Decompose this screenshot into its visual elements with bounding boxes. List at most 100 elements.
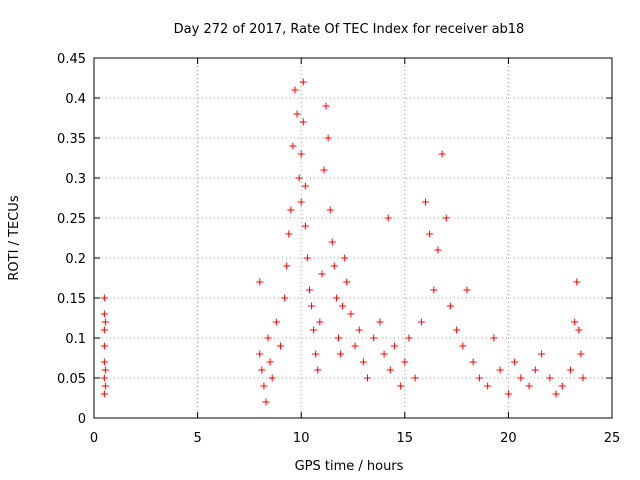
y-tick-label: 0.4 [65,92,86,107]
data-point [297,198,305,206]
plot-frame [93,57,613,419]
data-point [384,214,392,222]
data-point [430,286,438,294]
data-point [573,278,581,286]
x-tick-label: 5 [193,431,201,446]
x-tick-label: 25 [604,431,621,446]
data-point [283,262,291,270]
data-point [328,238,336,246]
data-point [511,358,519,366]
data-point [268,374,276,382]
data-point [100,294,108,302]
data-point [490,334,498,342]
y-tick-label: 0.25 [57,212,86,227]
data-point [438,150,446,158]
axis-ticks: 0 0.05 0.1 0.15 0.2 0.25 0.3 0.35 0.4 0.45 0 5 10 15 2… [57,52,620,446]
data-point [310,326,318,334]
x-tick-label: 15 [397,431,414,446]
y-tick-label: 0.05 [57,372,86,387]
data-point [297,150,305,158]
data-point [370,334,378,342]
grid-lines [94,58,612,418]
data-point [484,382,492,390]
data-point [281,294,289,302]
y-tick-label: 0.15 [57,292,86,307]
data-point [567,366,575,374]
data-point [262,398,270,406]
data-point [525,382,533,390]
data-point [459,342,467,350]
data-point [285,230,293,238]
data-point [339,302,347,310]
data-point [101,318,109,326]
data-point [504,390,512,398]
data-point [405,334,413,342]
data-point [299,78,307,86]
data-point [422,198,430,206]
data-point [301,222,309,230]
y-tick-label: 0.35 [57,132,86,147]
data-point [100,374,108,382]
x-tick-label: 20 [500,431,517,446]
x-tick-label: 10 [293,431,310,446]
data-point [289,142,297,150]
data-point [322,102,330,110]
data-point [314,366,322,374]
data-point [100,358,108,366]
data-point [276,342,284,350]
data-point [100,390,108,398]
data-point [264,334,272,342]
data-point [343,278,351,286]
data-point [538,350,546,358]
data-point [312,350,320,358]
data-point [355,326,363,334]
data-point [320,166,328,174]
data-point [303,254,311,262]
data-point [517,374,525,382]
data-point [446,302,454,310]
data-point [326,206,334,214]
data-markers [100,78,587,406]
data-point [318,270,326,278]
data-point [463,286,471,294]
data-point [364,374,372,382]
y-tick-label: 0 [78,412,86,427]
chart-title: Day 272 of 2017, Rate Of TEC Index for r… [174,22,525,37]
y-tick-label: 0.3 [65,172,86,187]
data-point [334,334,342,342]
data-point [266,358,274,366]
data-point [101,382,109,390]
data-point [390,342,398,350]
data-point [341,254,349,262]
data-point [475,374,483,382]
data-point [100,310,108,318]
y-tick-label: 0.1 [65,332,86,347]
data-point [359,358,367,366]
data-point [558,382,566,390]
data-point [256,278,264,286]
data-point [434,246,442,254]
data-point [397,382,405,390]
data-point [496,366,504,374]
y-tick-label: 0.2 [65,252,86,267]
data-point [453,326,461,334]
data-point [332,294,340,302]
data-point [305,286,313,294]
data-point [100,342,108,350]
data-point [469,358,477,366]
data-point [577,350,585,358]
data-point [324,134,332,142]
data-point [260,382,268,390]
data-point [571,318,579,326]
y-axis-label: ROTI / TECUs [7,195,22,280]
y-tick-label: 0.45 [57,52,86,67]
data-point [258,366,266,374]
data-point [272,318,280,326]
data-point [411,374,419,382]
data-point [316,318,324,326]
data-point [287,206,295,214]
data-point [330,262,338,270]
data-point [308,302,316,310]
data-point [575,326,583,334]
